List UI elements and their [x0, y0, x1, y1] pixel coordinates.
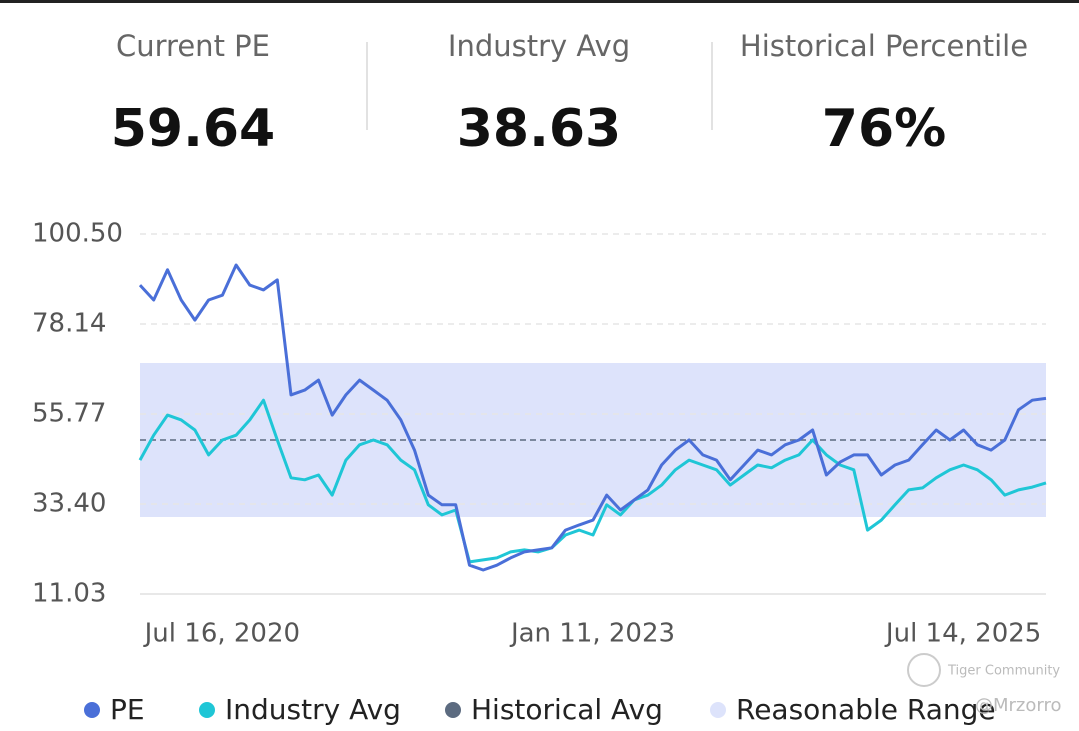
y-tick-label: 11.03 — [32, 579, 106, 609]
watermark: Tiger Community — [947, 664, 1060, 679]
y-tick-label: 55.77 — [32, 398, 106, 428]
chart: 11.03 33.40 55.77 78.14 100.50 Jul 16, 2020 Ja… — [32, 219, 1047, 726]
series-line — [138, 398, 1047, 564]
legend-marker — [199, 702, 215, 718]
stat-value: 38.63 — [457, 99, 621, 159]
x-tick-label: Jan 11, 2023 — [509, 619, 675, 649]
stat-label: Historical Percentile — [740, 29, 1028, 63]
legend-label: PE — [110, 693, 145, 726]
stat-value: 59.64 — [111, 99, 275, 159]
y-tick-label: 100.50 — [32, 219, 123, 249]
legend-marker — [445, 702, 461, 718]
legend-marker — [710, 702, 726, 718]
stat-value: 76% — [822, 99, 946, 159]
x-tick-label: Jul 16, 2020 — [143, 619, 300, 649]
y-tick-label: 33.40 — [32, 488, 106, 518]
legend-label: Historical Avg — [471, 693, 663, 726]
watermark-logo — [907, 653, 941, 687]
legend-marker — [84, 702, 100, 718]
top-border — [0, 0, 1079, 3]
legend-label: Industry Avg — [225, 693, 401, 726]
series-line — [138, 263, 1047, 572]
x-tick-label: Jul 14, 2025 — [884, 619, 1041, 649]
stat-label: Industry Avg — [448, 29, 630, 63]
watermark: @Mrzorro — [975, 695, 1062, 716]
legend-label: Reasonable Range — [736, 693, 996, 726]
stat-label: Current PE — [116, 29, 270, 63]
y-tick-label: 78.14 — [32, 308, 106, 338]
